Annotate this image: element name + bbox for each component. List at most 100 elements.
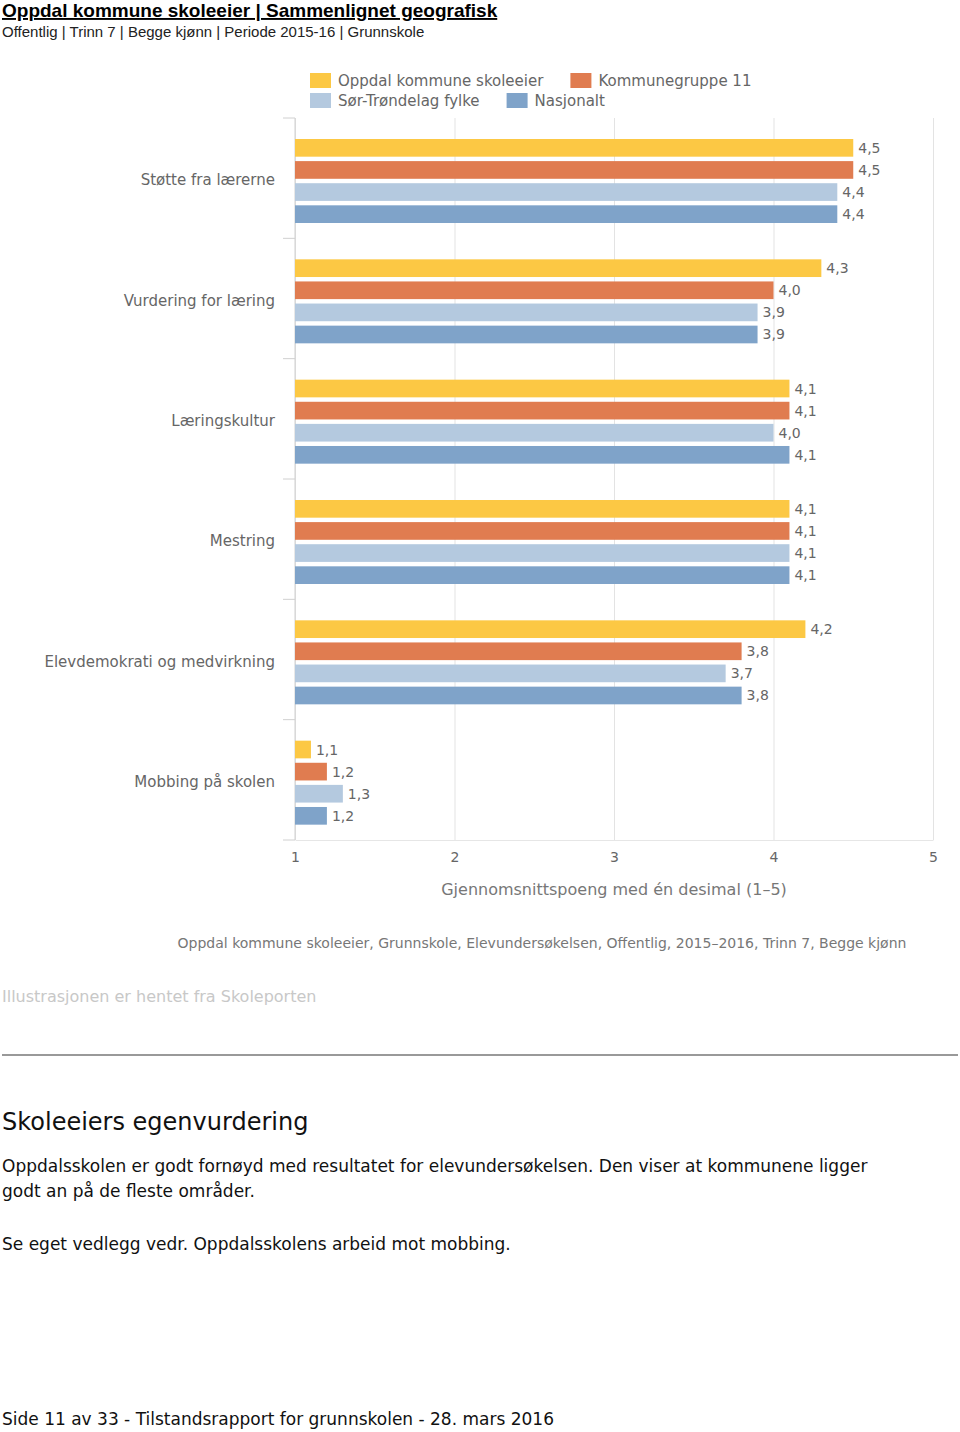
legend-swatch xyxy=(507,93,528,108)
chart-source: Oppdal kommune skoleeier, Grunnskole, El… xyxy=(178,935,907,951)
bar xyxy=(295,566,789,584)
bar xyxy=(295,259,821,277)
x-axis: 1 2 3 4 5 xyxy=(291,118,938,865)
paragraph-line: godt an på de fleste områder. xyxy=(2,1181,255,1201)
bar xyxy=(295,665,726,683)
x-tick: 2 xyxy=(451,118,460,865)
data-label: 4,0 xyxy=(779,425,801,441)
data-label: 1,3 xyxy=(348,786,370,802)
data-label: 4,0 xyxy=(779,282,801,298)
legend-item: Kommunegruppe 11 xyxy=(570,72,751,90)
divider xyxy=(2,1054,958,1056)
data-label: 3,7 xyxy=(731,665,753,681)
category-label: Støtte fra lærerne xyxy=(141,171,275,189)
caption: Illustrasjonen er hentet fra Skoleporten xyxy=(2,987,316,1006)
legend-label: Nasjonalt xyxy=(535,92,605,110)
data-label: 4,5 xyxy=(858,140,880,156)
grid-line xyxy=(614,118,615,840)
data-label: 1,2 xyxy=(332,764,354,780)
y-tick xyxy=(283,840,295,841)
data-label: 4,2 xyxy=(810,621,832,637)
category-label: Læringskultur xyxy=(171,412,276,430)
y-tick xyxy=(283,719,295,720)
page: Oppdal kommune skoleeier | Sammenlignet … xyxy=(0,0,960,1432)
legend-swatch xyxy=(570,73,591,88)
x-tick: 5 xyxy=(929,118,938,865)
x-axis-line xyxy=(296,840,934,841)
footer: Side 11 av 33 - Tilstandsrapport for gru… xyxy=(2,1409,554,1429)
legend-item: Sør-Trøndelag fylke xyxy=(310,92,480,110)
grid-line xyxy=(295,118,296,840)
data-label: 4,4 xyxy=(842,184,864,200)
x-tick-label: 1 xyxy=(291,849,300,865)
data-label: 3,8 xyxy=(747,687,769,703)
y-tick xyxy=(283,479,295,480)
bar xyxy=(295,687,742,705)
paragraph-line: Oppdalsskolen er godt fornøyd med result… xyxy=(2,1156,867,1176)
data-label: 4,1 xyxy=(794,447,816,463)
legend-item: Nasjonalt xyxy=(507,92,605,110)
legend-label: Sør-Trøndelag fylke xyxy=(338,92,480,110)
data-label: 4,1 xyxy=(794,403,816,419)
bar xyxy=(295,205,837,223)
bar xyxy=(295,741,311,759)
legend-swatch xyxy=(310,93,331,108)
bar xyxy=(295,620,805,638)
data-label: 4,1 xyxy=(794,501,816,517)
x-axis-title: Gjennomsnittspoeng med én desimal (1–5) xyxy=(441,880,787,899)
bar xyxy=(295,763,327,781)
paragraph-line: Se eget vedlegg vedr. Oppdalsskolens arb… xyxy=(2,1234,511,1254)
x-tick-label: 5 xyxy=(929,849,938,865)
bar xyxy=(295,642,742,660)
data-label: 1,2 xyxy=(332,808,354,824)
bar xyxy=(295,402,789,420)
y-tick xyxy=(283,238,295,239)
data-label: 1,1 xyxy=(316,742,338,758)
category-label: Elevdemokrati og medvirkning xyxy=(44,653,275,671)
data-label: 4,1 xyxy=(794,545,816,561)
data-label: 3,8 xyxy=(747,643,769,659)
bar xyxy=(295,139,853,157)
chart: Oppdal kommune skoleeier Kommunegruppe 11… xyxy=(44,72,938,951)
page-background xyxy=(0,0,960,1432)
bar xyxy=(295,785,343,803)
legend-label: Kommunegruppe 11 xyxy=(598,72,751,90)
data-label: 4,1 xyxy=(794,567,816,583)
legend-item: Oppdal kommune skoleeier xyxy=(310,72,544,90)
bar xyxy=(295,446,789,464)
x-tick-label: 4 xyxy=(770,849,779,865)
data-label: 3,9 xyxy=(763,304,785,320)
grid-line xyxy=(774,118,775,840)
legend: Oppdal kommune skoleeier Kommunegruppe 11… xyxy=(310,72,751,110)
y-tick xyxy=(283,358,295,359)
data-label: 3,9 xyxy=(763,326,785,342)
legend-swatch xyxy=(310,73,331,88)
data-label: 4,1 xyxy=(794,381,816,397)
category-label: Mestring xyxy=(210,532,275,550)
x-tick: 4 xyxy=(770,118,779,865)
bar xyxy=(295,380,789,398)
grid-line xyxy=(455,118,456,840)
bar xyxy=(295,500,789,518)
data-label: 4,1 xyxy=(794,523,816,539)
bar xyxy=(295,522,789,540)
bars xyxy=(295,139,853,825)
bar xyxy=(295,161,853,179)
category-label: Vurdering for læring xyxy=(124,292,275,310)
grid-line xyxy=(933,118,934,840)
y-tick xyxy=(283,599,295,600)
section-heading: Skoleeiers egenvurdering xyxy=(2,1108,308,1136)
data-label: 4,4 xyxy=(842,206,864,222)
data-label: 4,5 xyxy=(858,162,880,178)
x-tick-label: 2 xyxy=(451,849,460,865)
legend-label: Oppdal kommune skoleeier xyxy=(338,72,544,90)
data-labels: 4,54,34,14,14,21,14,54,04,14,13,81,24,43… xyxy=(316,140,881,824)
bar xyxy=(295,326,758,344)
bar xyxy=(295,544,789,562)
bar xyxy=(295,424,774,442)
bar xyxy=(295,304,758,322)
category-label: Mobbing på skolen xyxy=(134,773,275,791)
bar xyxy=(295,281,774,299)
x-tick-label: 3 xyxy=(610,849,619,865)
page-subtitle: Offentlig | Trinn 7 | Begge kjønn | Peri… xyxy=(2,23,424,40)
